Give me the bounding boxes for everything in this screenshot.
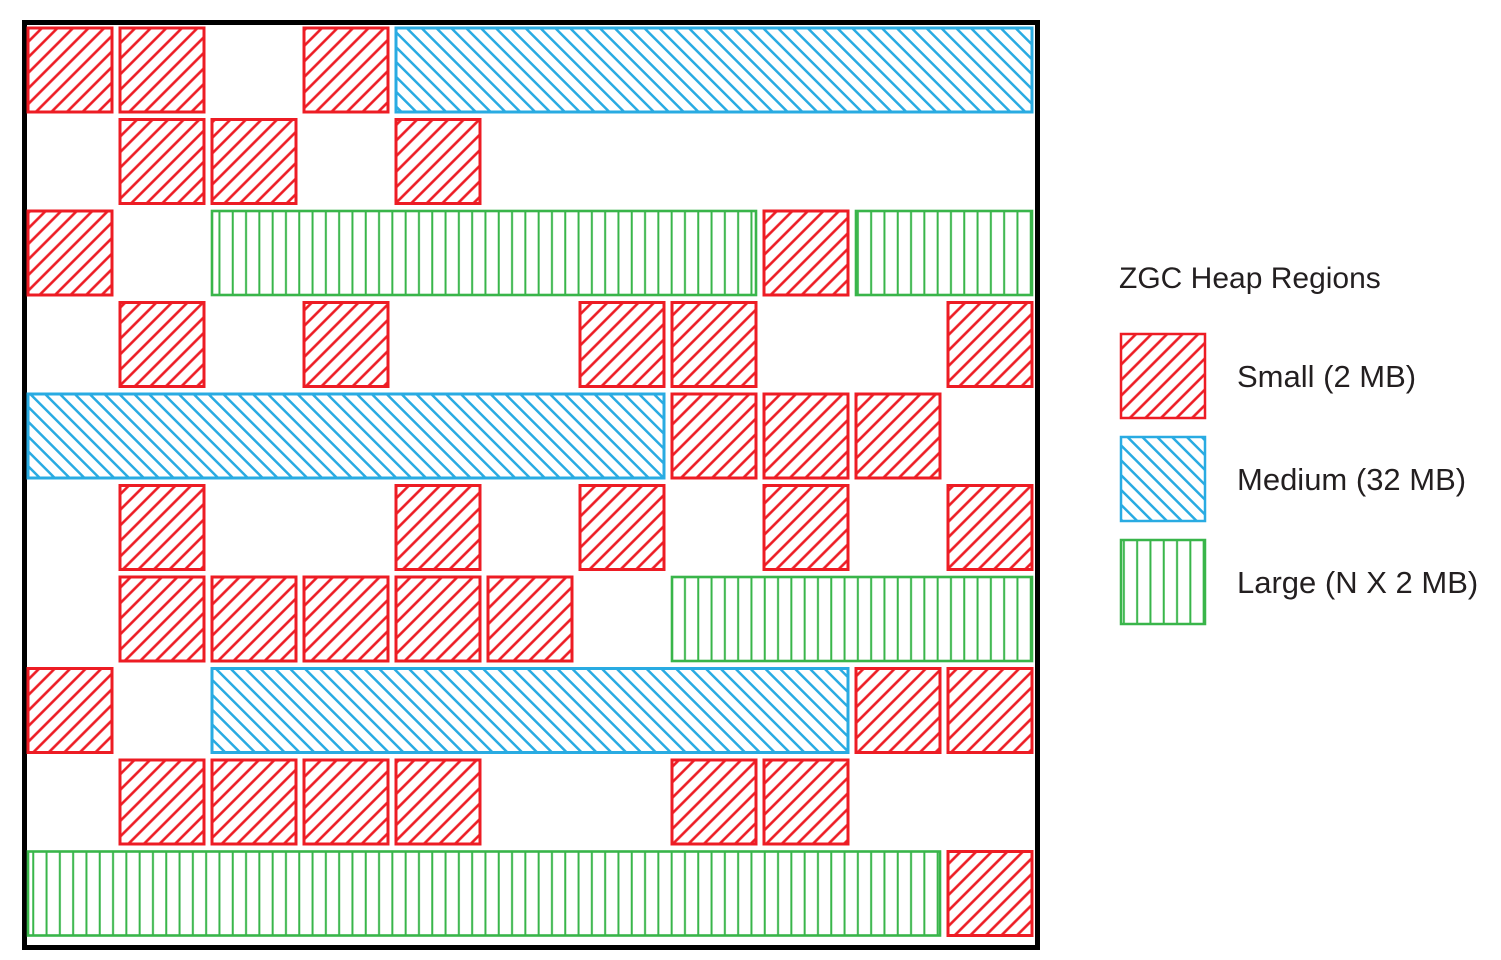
heap-region-small <box>762 209 850 297</box>
heap-regions-layer <box>26 26 1034 937</box>
heap-region-small <box>302 301 390 388</box>
heap-region-small <box>394 758 482 846</box>
heap-region-large <box>854 209 1034 297</box>
heap-region-small <box>946 301 1034 388</box>
heap-region-small <box>578 301 666 388</box>
heap-region-small <box>670 301 758 388</box>
heap-region-small <box>762 392 850 480</box>
heap-region-small <box>762 758 850 846</box>
heap-region-small <box>946 484 1034 571</box>
heap-region-small <box>578 484 666 571</box>
heap-region-large <box>26 850 942 937</box>
heap-region-small <box>118 758 206 846</box>
heap-region-small <box>946 667 1034 754</box>
heap-region-small <box>26 667 114 754</box>
legend: ZGC Heap Regions Small (2 MB) Medium (32… <box>1119 262 1478 626</box>
heap-region-small <box>762 484 850 571</box>
heap-region-small <box>118 575 206 663</box>
heap-region-small <box>118 484 206 571</box>
heap-region-small <box>302 758 390 846</box>
heap-region-small <box>946 850 1034 937</box>
legend-item-large: Large (N X 2 MB) <box>1119 538 1478 626</box>
heap-region-medium <box>26 392 666 480</box>
legend-title: ZGC Heap Regions <box>1119 262 1381 295</box>
legend-swatch-large-icon <box>1119 538 1207 626</box>
heap-region-small <box>26 209 114 297</box>
heap-region-small <box>394 484 482 571</box>
heap-region-small <box>394 575 482 663</box>
legend-label-large: Large (N X 2 MB) <box>1237 565 1478 600</box>
legend-item-small: Small (2 MB) <box>1119 332 1416 420</box>
legend-label-small: Small (2 MB) <box>1237 359 1416 394</box>
heap-region-small <box>854 667 942 754</box>
heap-region-small <box>302 26 390 114</box>
legend-label-medium: Medium (32 MB) <box>1237 462 1466 497</box>
heap-region-small <box>670 392 758 480</box>
heap-region-medium <box>210 667 850 754</box>
heap-region-small <box>394 118 482 205</box>
heap-region-small <box>118 301 206 388</box>
heap-region-large <box>210 209 758 297</box>
heap-region-large <box>670 575 1034 663</box>
heap-region-small <box>118 26 206 114</box>
legend-swatch-small-icon <box>1119 332 1207 420</box>
heap-region-small <box>302 575 390 663</box>
legend-item-medium: Medium (32 MB) <box>1119 435 1466 523</box>
heap-region-small <box>670 758 758 846</box>
legend-swatch-medium-icon <box>1119 435 1207 523</box>
heap-region-small <box>854 392 942 480</box>
heap-region-small <box>118 118 206 205</box>
heap-box <box>22 20 1040 950</box>
heap-region-medium <box>394 26 1034 114</box>
heap-region-small <box>210 575 298 663</box>
heap-region-small <box>210 758 298 846</box>
heap-region-small <box>210 118 298 205</box>
heap-region-small <box>26 26 114 114</box>
heap-region-small <box>486 575 574 663</box>
